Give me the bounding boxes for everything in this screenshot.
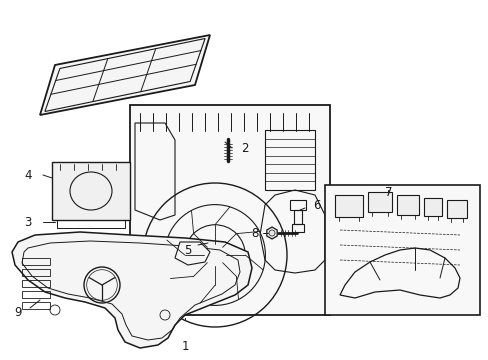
Polygon shape bbox=[40, 35, 209, 115]
Bar bbox=[22, 302, 50, 309]
Text: 3: 3 bbox=[24, 216, 32, 229]
Text: 5: 5 bbox=[184, 243, 191, 257]
Bar bbox=[396, 195, 418, 215]
Polygon shape bbox=[175, 242, 209, 265]
Bar bbox=[289, 200, 305, 210]
Bar bbox=[52, 162, 130, 220]
Bar bbox=[22, 280, 50, 287]
Text: 1: 1 bbox=[181, 341, 188, 354]
Text: 9: 9 bbox=[14, 306, 21, 319]
Bar bbox=[22, 269, 50, 276]
Bar bbox=[291, 224, 304, 232]
Bar bbox=[264, 130, 314, 190]
Bar bbox=[293, 210, 302, 224]
Text: 2: 2 bbox=[241, 141, 248, 154]
Polygon shape bbox=[12, 232, 251, 348]
Bar bbox=[57, 220, 125, 228]
Text: 7: 7 bbox=[385, 185, 392, 198]
Bar bbox=[325, 185, 479, 315]
Polygon shape bbox=[221, 126, 235, 138]
Bar bbox=[22, 258, 50, 265]
Bar bbox=[22, 291, 50, 298]
Text: 8: 8 bbox=[251, 226, 258, 239]
Bar bbox=[367, 192, 391, 212]
Text: 4: 4 bbox=[24, 168, 32, 181]
Polygon shape bbox=[266, 227, 277, 239]
Text: 6: 6 bbox=[313, 198, 320, 212]
Bar bbox=[130, 105, 329, 315]
Bar bbox=[446, 200, 466, 218]
Bar bbox=[334, 195, 362, 217]
Bar bbox=[423, 198, 441, 216]
